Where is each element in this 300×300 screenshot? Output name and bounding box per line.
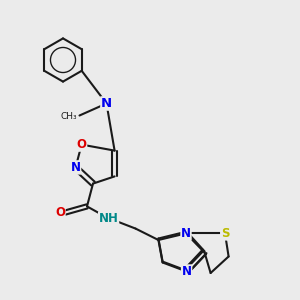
Text: N: N — [70, 161, 81, 174]
Text: S: S — [221, 227, 229, 240]
Text: O: O — [76, 138, 87, 151]
Text: N: N — [101, 97, 112, 110]
Text: O: O — [55, 206, 65, 219]
Text: CH₃: CH₃ — [61, 112, 77, 122]
Text: NH: NH — [99, 212, 118, 225]
Text: N: N — [181, 227, 191, 240]
Text: N: N — [182, 265, 192, 278]
